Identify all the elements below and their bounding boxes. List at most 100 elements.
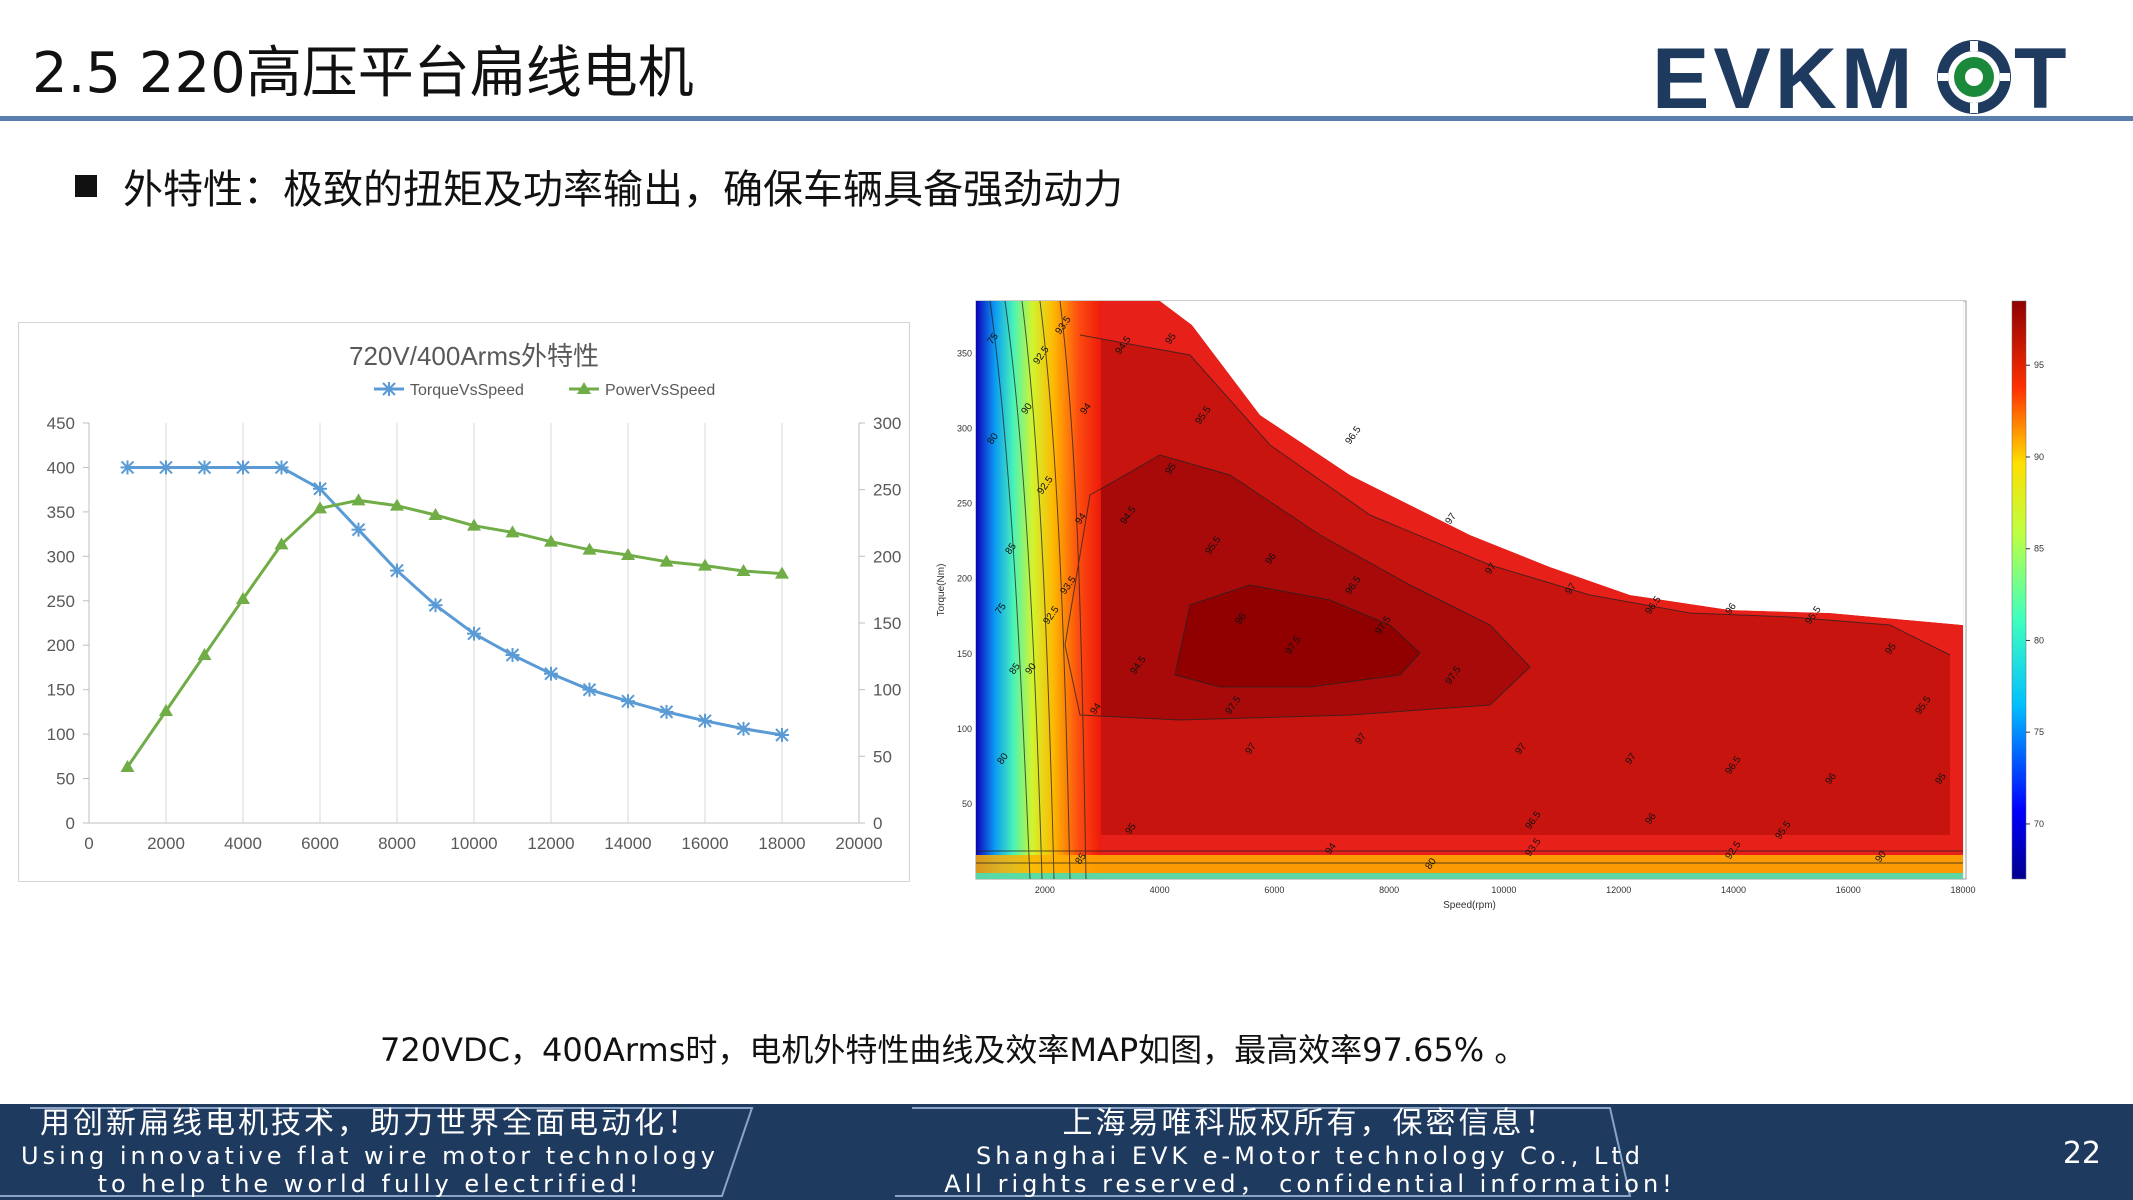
map-y-tick-label: 350 xyxy=(957,349,972,359)
map-y-tick-label: 150 xyxy=(957,649,972,659)
y-right-tick-label: 300 xyxy=(873,414,901,433)
map-x-tick-label: 14000 xyxy=(1721,885,1746,895)
data-point-torquevsspeed xyxy=(428,598,443,613)
footer-left-en-2: to help the world fully electrified! xyxy=(97,1170,643,1198)
data-point-torquevsspeed xyxy=(351,522,366,537)
y-left-tick-label: 300 xyxy=(47,547,75,566)
colorbar-tick-label: 75 xyxy=(2034,727,2044,737)
colorbar-tick-label: 80 xyxy=(2034,635,2044,645)
x-tick-label: 0 xyxy=(84,834,93,853)
map-y-tick-label: 50 xyxy=(962,799,972,809)
footer-left-en-1: Using innovative flat wire motor technol… xyxy=(21,1142,719,1170)
efficiency-map-axes: 2000 4000 6000 8000 10000 12000 14000 16000 1800… xyxy=(936,349,1976,911)
data-point-torquevsspeed xyxy=(236,460,250,475)
data-point-powervsspeed xyxy=(159,704,173,716)
slide-title: 2.5 220高压平台扁线电机 xyxy=(32,41,694,106)
y-left-tick-label: 450 xyxy=(47,414,75,433)
data-point-powervsspeed xyxy=(736,564,751,576)
x-tick-label: 18000 xyxy=(758,834,805,853)
data-point-torquevsspeed xyxy=(390,563,404,578)
data-point-torquevsspeed xyxy=(159,460,173,475)
data-point-powervsspeed xyxy=(621,548,635,560)
y-right-tick-label: 250 xyxy=(873,481,901,500)
data-point-torquevsspeed xyxy=(659,704,674,719)
data-point-powervsspeed xyxy=(351,493,366,506)
colorbar xyxy=(2011,300,2027,880)
data-point-powervsspeed xyxy=(274,537,289,550)
colorbar-tick-label: 95 xyxy=(2034,360,2044,370)
footer-right-en-2: All rights reserved， confidential inform… xyxy=(944,1170,1676,1198)
map-x-tick-label: 2000 xyxy=(1035,885,1055,895)
data-point-powervsspeed xyxy=(197,648,212,660)
chart-title: 720V/400Arms外特性 xyxy=(349,341,599,371)
footer-right-en-1: Shanghai EVK e-Motor technology Co., Ltd xyxy=(976,1142,1644,1170)
map-y-axis-label: Torque(Nm) xyxy=(936,564,947,617)
footer-right-cn: 上海易唯科版权所有，保密信息！ xyxy=(1062,1106,1558,1141)
map-x-tick-label: 4000 xyxy=(1150,885,1170,895)
x-tick-label: 14000 xyxy=(604,834,651,853)
efficiency-map-chart: 75 80 75 80 85 85 90 90 92.5 92.5 92.5 93.5 93.5 94 94… xyxy=(930,295,2078,920)
map-x-tick-label: 6000 xyxy=(1264,885,1284,895)
series-line-powervsspeed xyxy=(126,498,783,768)
page-number: 22 xyxy=(2062,1136,2101,1171)
map-x-tick-label: 10000 xyxy=(1491,885,1516,895)
data-point-torquevsspeed xyxy=(505,648,520,662)
y-right-tick-label: 100 xyxy=(873,681,901,700)
data-point-powervsspeed xyxy=(313,501,327,514)
bullet-square-icon xyxy=(75,175,97,197)
data-point-powervsspeed xyxy=(120,760,135,772)
data-point-powervsspeed xyxy=(582,542,597,555)
map-x-tick-label: 18000 xyxy=(1950,885,1975,895)
footer-left-text: 用创新扁线电机技术，助力世界全面电动化！ Using innovative fl… xyxy=(0,1106,740,1198)
data-point-torquevsspeed xyxy=(775,728,789,742)
data-point-powervsspeed xyxy=(659,554,674,567)
y-left-tick-label: 100 xyxy=(47,725,75,744)
data-point-torquevsspeed xyxy=(698,713,712,728)
legend-label: TorqueVsSpeed xyxy=(410,382,524,399)
bullet-point: 外特性：极致的扭矩及功率输出，确保车辆具备强劲动力 xyxy=(75,157,1123,215)
map-y-tick-label: 250 xyxy=(957,499,972,509)
y-right-tick-label: 150 xyxy=(873,614,901,633)
y-left-tick-label: 150 xyxy=(47,681,75,700)
map-x-tick-label: 12000 xyxy=(1606,885,1631,895)
data-point-torquevsspeed xyxy=(197,460,212,475)
footer-left-cn: 用创新扁线电机技术，助力世界全面电动化！ xyxy=(40,1106,700,1141)
map-x-tick-label: 16000 xyxy=(1836,885,1861,895)
map-y-tick-label: 200 xyxy=(957,574,972,584)
colorbar-ticks: 70 75 80 85 90 95 xyxy=(2026,360,2044,829)
external-characteristic-svg: 720V/400Arms外特性 TorqueVsSpeed PowerVsSpeed… xyxy=(47,341,902,853)
x-tick-label: 12000 xyxy=(527,834,574,853)
y-left-tick-label: 50 xyxy=(56,770,75,789)
y-right-tick-label: 0 xyxy=(873,814,882,833)
logo-text-right: T xyxy=(2014,31,2067,120)
efficiency-low-speed-band xyxy=(976,301,1101,879)
data-point-torquevsspeed xyxy=(467,626,481,641)
data-point-powervsspeed xyxy=(236,592,250,604)
y-left-tick-label: 250 xyxy=(47,592,75,611)
efficiency-map-svg: 758075808585909092.592.592.593.593.59494… xyxy=(936,300,2044,911)
data-point-torquevsspeed xyxy=(736,721,751,736)
x-tick-label: 4000 xyxy=(224,834,262,853)
gear-o-icon xyxy=(1937,40,2011,114)
y-left-tick-label: 400 xyxy=(47,458,75,477)
footer-decoration xyxy=(0,1107,1632,1197)
data-point-powervsspeed xyxy=(390,498,404,511)
external-characteristic-chart: 720V/400Arms外特性 TorqueVsSpeed PowerVsSpeed… xyxy=(18,322,910,882)
colorbar-tick-label: 90 xyxy=(2034,452,2044,462)
y-left-tick-label: 200 xyxy=(47,636,75,655)
data-point-torquevsspeed xyxy=(544,666,558,681)
data-point-torquevsspeed xyxy=(120,460,135,475)
x-tick-label: 2000 xyxy=(147,834,185,853)
x-tick-label: 16000 xyxy=(681,834,728,853)
legend-label: PowerVsSpeed xyxy=(605,382,715,399)
data-point-powervsspeed xyxy=(698,558,712,571)
y-left-tick-label: 0 xyxy=(66,814,75,833)
contour-lines xyxy=(976,300,1963,880)
footer-right-text: 上海易唯科版权所有，保密信息！ Shanghai EVK e-Motor tec… xyxy=(900,1106,1720,1198)
data-point-powervsspeed xyxy=(467,518,481,531)
map-y-tick-label: 300 xyxy=(957,424,972,434)
x-tick-label: 10000 xyxy=(450,834,497,853)
data-point-powervsspeed xyxy=(505,525,520,538)
colorbar-tick-label: 70 xyxy=(2034,819,2044,829)
data-point-powervsspeed xyxy=(428,508,443,520)
